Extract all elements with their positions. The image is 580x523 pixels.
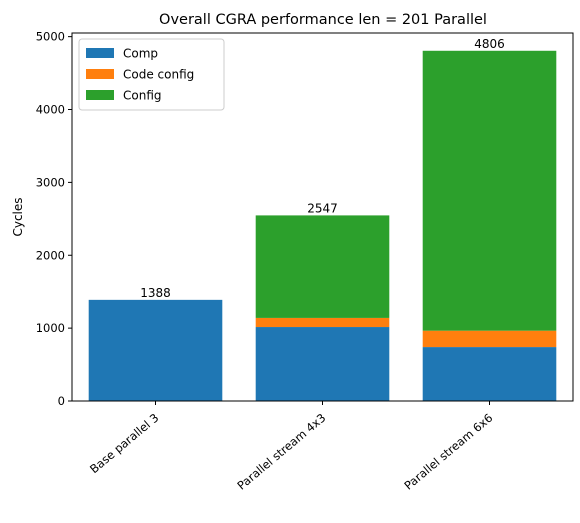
legend-swatch	[86, 90, 114, 100]
legend-label: Comp	[123, 47, 158, 61]
x-tick-label: Parallel stream 6x6	[401, 411, 495, 493]
bar-code-config	[422, 330, 557, 348]
legend-swatch	[86, 48, 114, 58]
y-tick-label: 0	[58, 394, 65, 408]
bar-comp	[88, 299, 223, 401]
x-tick-label: Parallel stream 4x3	[234, 411, 328, 493]
y-tick-label: 4000	[36, 103, 65, 117]
x-axis: Base parallel 3 Parallel stream 4x3 Parall…	[87, 401, 495, 493]
bar-total-label: 4806	[474, 37, 505, 51]
y-axis: 0 1000 2000 3000 4000 5000	[36, 30, 72, 408]
legend-label: Code config	[123, 68, 194, 82]
bar-total-label: 1388	[140, 286, 171, 300]
legend-swatch	[86, 69, 114, 79]
y-axis-label: Cycles	[11, 197, 25, 236]
bar-total-label: 2547	[307, 201, 338, 215]
y-tick-label: 5000	[36, 30, 65, 44]
legend-label: Config	[123, 89, 162, 103]
bar-comp	[422, 347, 557, 401]
bar-config	[255, 215, 390, 318]
bar-comp	[255, 327, 390, 401]
plot-frame	[71, 32, 574, 402]
bar-code-config	[255, 317, 390, 328]
bar-config	[422, 50, 557, 331]
legend-box	[78, 38, 225, 111]
x-tick-label: Base parallel 3	[87, 411, 161, 477]
y-tick-label: 1000	[36, 321, 65, 335]
bars	[88, 50, 557, 401]
data-labels: 1388 2547 4806	[140, 37, 505, 300]
y-tick-label: 2000	[36, 248, 65, 262]
y-tick-label: 3000	[36, 175, 65, 189]
legend: Comp Code config Config	[78, 38, 225, 111]
chart-title: Overall CGRA performance len = 201 Paral…	[159, 12, 487, 28]
